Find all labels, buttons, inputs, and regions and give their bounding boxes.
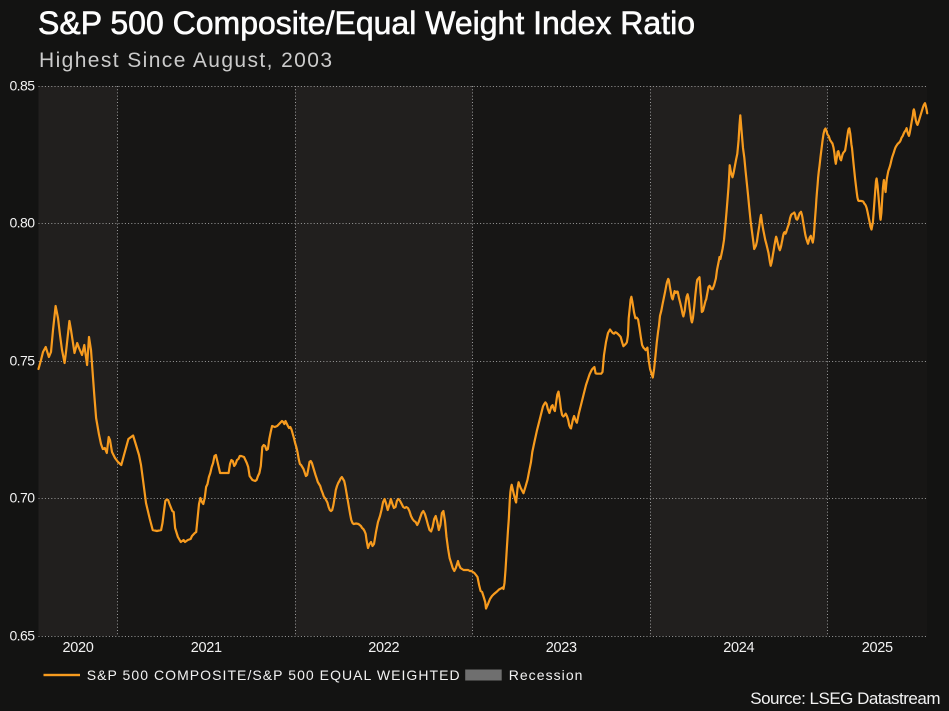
svg-text:Source: LSEG Datastream: Source: LSEG Datastream [750, 689, 940, 708]
svg-text:2020: 2020 [62, 640, 93, 656]
svg-text:2025: 2025 [862, 640, 893, 656]
svg-text:0.70: 0.70 [9, 490, 35, 506]
svg-text:0.75: 0.75 [9, 353, 35, 369]
svg-text:S&P 500 COMPOSITE/S&P 500 EQUA: S&P 500 COMPOSITE/S&P 500 EQUAL WEIGHTED [87, 667, 461, 683]
svg-text:0.85: 0.85 [9, 78, 35, 94]
svg-text:Recession: Recession [509, 667, 584, 683]
svg-text:2023: 2023 [546, 640, 577, 656]
svg-text:2024: 2024 [723, 640, 754, 656]
svg-text:2021: 2021 [191, 640, 222, 656]
svg-text:2022: 2022 [368, 640, 399, 656]
svg-text:0.65: 0.65 [9, 628, 35, 644]
svg-text:0.80: 0.80 [9, 215, 35, 231]
